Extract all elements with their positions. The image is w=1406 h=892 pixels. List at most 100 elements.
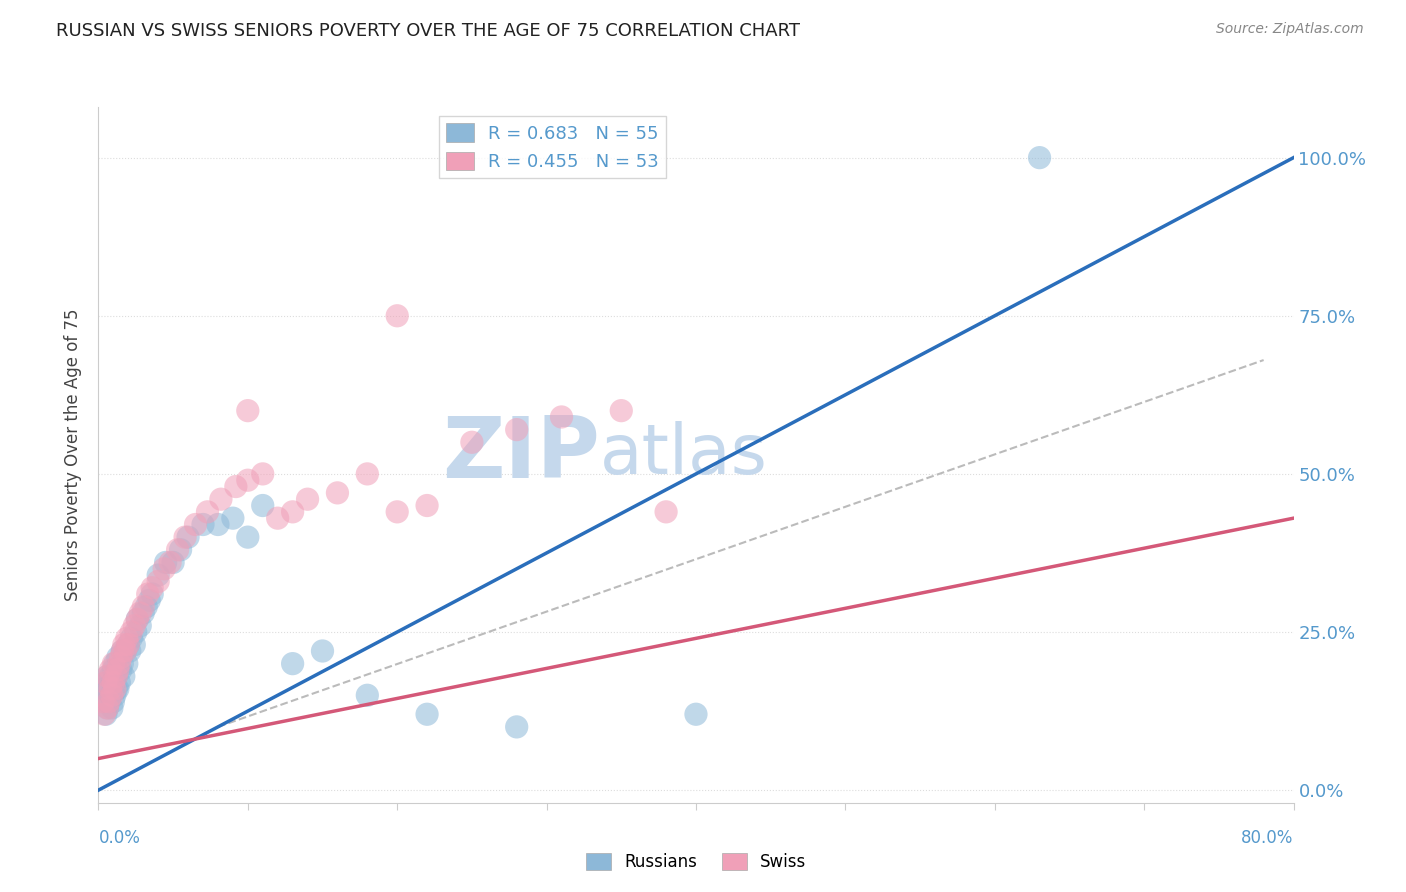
Point [281,657,304,671]
Point [685,707,707,722]
Point [105,681,128,696]
Point [184,517,207,532]
Point [174,530,197,544]
Point [104,657,127,671]
Point [100,688,122,702]
Point [385,505,409,519]
Point [132,606,155,620]
Point [120,632,142,646]
Point [267,511,290,525]
Point [101,675,124,690]
Point [103,695,125,709]
Point [129,618,152,632]
Text: 0.0%: 0.0% [98,829,141,847]
Point [96,669,118,683]
Point [169,542,191,557]
Point [107,681,129,696]
Point [96,669,118,683]
Text: RUSSIAN VS SWISS SENIORS POVERTY OVER THE AGE OF 75 CORRELATION CHART: RUSSIAN VS SWISS SENIORS POVERTY OVER TH… [56,22,800,40]
Point [101,701,124,715]
Point [222,511,245,525]
Point [108,657,131,671]
Point [103,657,125,671]
Point [252,499,274,513]
Point [236,473,259,487]
Point [111,644,134,658]
Point [111,644,134,658]
Point [114,644,136,658]
Point [159,556,181,570]
Legend: Russians, Swiss: Russians, Swiss [579,847,813,878]
Point [191,517,214,532]
Point [103,663,125,677]
Point [96,701,118,715]
Point [148,568,170,582]
Point [107,650,129,665]
Point [356,467,378,481]
Point [100,681,122,696]
Point [311,644,333,658]
Point [550,409,572,424]
Point [105,669,128,683]
Point [115,657,138,671]
Point [104,681,127,696]
Point [101,688,124,702]
Point [1028,151,1050,165]
Point [138,593,160,607]
Point [108,675,131,690]
Point [162,556,184,570]
Point [94,707,117,722]
Point [91,695,114,709]
Point [148,574,170,589]
Point [136,587,159,601]
Point [118,644,141,658]
Point [97,695,120,709]
Point [506,423,529,437]
Point [610,403,633,417]
Y-axis label: Seniors Poverty Over the Age of 75: Seniors Poverty Over the Age of 75 [65,309,83,601]
Point [117,638,139,652]
Point [127,612,149,626]
Point [129,606,152,620]
Point [93,707,115,722]
Point [281,505,304,519]
Point [155,556,177,570]
Point [326,486,349,500]
Point [166,542,188,557]
Point [120,625,142,640]
Point [385,309,409,323]
Point [236,530,259,544]
Point [114,644,136,658]
Point [135,599,157,614]
Point [97,681,120,696]
Point [104,688,127,702]
Point [100,669,122,683]
Point [225,479,247,493]
Point [117,638,139,652]
Point [416,707,439,722]
Point [209,492,232,507]
Text: Source: ZipAtlas.com: Source: ZipAtlas.com [1216,22,1364,37]
Point [125,625,148,640]
Point [141,587,163,601]
Point [416,499,439,513]
Point [110,663,132,677]
Point [96,701,118,715]
Point [97,695,120,709]
Point [132,599,155,614]
Point [124,618,146,632]
Point [103,675,125,690]
Point [153,562,176,576]
Point [506,720,529,734]
Text: 80.0%: 80.0% [1241,829,1294,847]
Point [127,612,149,626]
Point [461,435,484,450]
Point [107,663,129,677]
Point [111,657,134,671]
Point [252,467,274,481]
Text: ZIP: ZIP [443,413,600,497]
Point [356,688,378,702]
Point [197,505,219,519]
Point [236,403,259,417]
Text: atlas: atlas [600,421,768,489]
